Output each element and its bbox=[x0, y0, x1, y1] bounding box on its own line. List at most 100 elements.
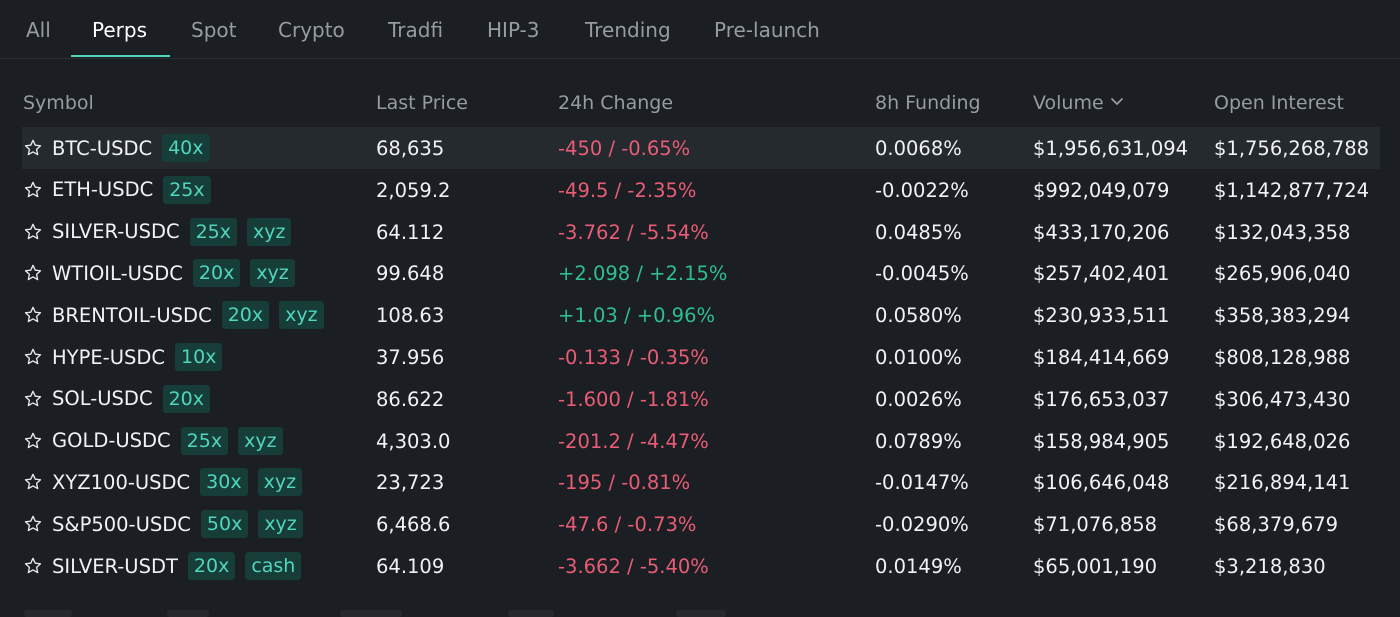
symbol-name: S&P500-USDC bbox=[52, 512, 191, 536]
tab-trending[interactable]: Trending bbox=[585, 18, 671, 42]
table-row[interactable]: GOLD-USDC 25x xyz 4,303.0 -201.2 / -4.47% 0.0… bbox=[22, 420, 1380, 462]
star-icon[interactable] bbox=[23, 514, 43, 534]
tab-tradfi[interactable]: Tradfi bbox=[388, 18, 444, 42]
table-row[interactable]: ETH-USDC 25x 2,059.2 -49.5 / -2.35% -0.0022%… bbox=[22, 169, 1380, 211]
24h-change: -450 / -0.65% bbox=[558, 137, 691, 160]
volume: $65,001,190 bbox=[1033, 555, 1158, 578]
8h-funding: 0.0100% bbox=[875, 346, 962, 369]
symbol-name: BRENTOIL-USDC bbox=[52, 303, 212, 327]
star-icon[interactable] bbox=[23, 389, 43, 409]
last-price: 2,059.2 bbox=[376, 178, 451, 202]
symbol-name: ETH-USDC bbox=[52, 178, 154, 202]
pagination-stub bbox=[340, 610, 402, 617]
symbol-cell: XYZ100-USDC 30x xyz bbox=[52, 467, 303, 497]
tab-perps[interactable]: Perps bbox=[92, 18, 147, 42]
open-interest: $216,894,141 bbox=[1214, 471, 1351, 495]
column-volume[interactable]: Volume bbox=[1033, 92, 1124, 114]
column-8h-funding[interactable]: 8h Funding bbox=[875, 92, 981, 114]
leverage-badge: 30x bbox=[200, 468, 248, 497]
volume: $71,076,858 bbox=[1033, 513, 1158, 537]
tab-pre-launch[interactable]: Pre-launch bbox=[714, 18, 820, 42]
column-symbol[interactable]: Symbol bbox=[23, 92, 94, 114]
symbol-cell: HYPE-USDC 10x bbox=[52, 342, 223, 372]
24h-change: -3.762 / -5.54% bbox=[558, 220, 709, 244]
star-icon[interactable] bbox=[23, 556, 43, 576]
pagination-stub bbox=[508, 610, 554, 617]
table-row[interactable]: SOL-USDC 20x 86.622 -1.600 / -1.81% 0.0026% $… bbox=[22, 378, 1380, 420]
symbol-name: SOL-USDC bbox=[52, 387, 153, 411]
24h-change: -47.6 / -0.73% bbox=[558, 513, 697, 537]
pagination-stub bbox=[167, 610, 209, 617]
symbol-name: HYPE-USDC bbox=[52, 345, 165, 369]
column-24h-change[interactable]: 24h Change bbox=[558, 92, 674, 114]
dex-tag-badge: cash bbox=[245, 552, 302, 580]
open-interest: $1,756,268,788 bbox=[1214, 137, 1370, 160]
symbol-cell: WTIOIL-USDC 20x xyz bbox=[52, 258, 295, 288]
dex-tag-badge: xyz bbox=[258, 510, 303, 539]
last-price: 99.648 bbox=[376, 262, 445, 286]
dex-tag-badge: xyz bbox=[250, 259, 295, 288]
symbol-name: SILVER-USDT bbox=[52, 554, 178, 578]
tab-crypto[interactable]: Crypto bbox=[278, 18, 345, 42]
table-row[interactable]: XYZ100-USDC 30x xyz 23,723 -195 / -0.81% -0.0… bbox=[22, 461, 1380, 503]
volume: $257,402,401 bbox=[1033, 262, 1170, 286]
table-row[interactable]: BTC-USDC 40x 68,635 -450 / -0.65% 0.0068% $1,… bbox=[22, 127, 1380, 169]
column-last-price[interactable]: Last Price bbox=[376, 92, 468, 114]
8h-funding: 0.0580% bbox=[875, 304, 962, 328]
pagination-stub bbox=[676, 610, 726, 617]
symbol-cell: S&P500-USDC 50x xyz bbox=[52, 509, 303, 539]
table-row[interactable]: HYPE-USDC 10x 37.956 -0.133 / -0.35% 0.0100%… bbox=[22, 336, 1380, 378]
table-row[interactable]: S&P500-USDC 50x xyz 6,468.6 -47.6 / -0.73% -0… bbox=[22, 503, 1380, 545]
24h-change: -3.662 / -5.40% bbox=[558, 555, 709, 578]
leverage-badge: 20x bbox=[187, 552, 236, 580]
tab-hip3[interactable]: HIP-3 bbox=[487, 18, 540, 42]
open-interest: $3,218,830 bbox=[1214, 555, 1326, 578]
24h-change: +1.03 / +0.96% bbox=[558, 304, 716, 328]
column-open-interest[interactable]: Open Interest bbox=[1214, 92, 1345, 114]
star-icon[interactable] bbox=[23, 347, 43, 367]
table-row[interactable]: SILVER-USDT 20x cash 64.109 -3.662 / -5.40% 0… bbox=[22, 545, 1380, 587]
star-icon[interactable] bbox=[23, 431, 43, 451]
leverage-badge: 20x bbox=[162, 384, 210, 413]
last-price: 108.63 bbox=[376, 304, 445, 328]
symbol-cell: BTC-USDC 40x bbox=[52, 133, 210, 163]
star-icon[interactable] bbox=[23, 305, 43, 325]
star-icon[interactable] bbox=[23, 180, 43, 200]
table-row[interactable]: SILVER-USDC 25x xyz 64.112 -3.762 / -5.54% 0.… bbox=[22, 211, 1380, 253]
open-interest: $265,906,040 bbox=[1214, 262, 1351, 286]
table-row[interactable]: BRENTOIL-USDC 20x xyz 108.63 +1.03 / +0.96% 0… bbox=[22, 294, 1380, 336]
star-icon[interactable] bbox=[23, 263, 43, 283]
symbol-cell: BRENTOIL-USDC 20x xyz bbox=[52, 300, 324, 330]
table-row[interactable]: WTIOIL-USDC 20x xyz 99.648 +2.098 / +2.15% -0… bbox=[22, 252, 1380, 294]
symbol-cell: ETH-USDC 25x bbox=[52, 175, 211, 205]
open-interest: $1,142,877,724 bbox=[1214, 178, 1370, 202]
8h-funding: -0.0022% bbox=[875, 178, 969, 202]
open-interest: $192,648,026 bbox=[1214, 429, 1351, 453]
leverage-badge: 50x bbox=[200, 510, 249, 539]
24h-change: -195 / -0.81% bbox=[558, 471, 691, 495]
symbol-name: SILVER-USDC bbox=[52, 220, 180, 244]
open-interest: $68,379,679 bbox=[1214, 513, 1339, 537]
leverage-badge: 25x bbox=[189, 217, 238, 246]
star-icon[interactable] bbox=[23, 138, 43, 158]
dex-tag-badge: xyz bbox=[257, 468, 303, 497]
last-price: 37.956 bbox=[376, 346, 445, 369]
open-interest: $306,473,430 bbox=[1214, 387, 1351, 411]
leverage-badge: 25x bbox=[180, 426, 229, 455]
leverage-badge: 20x bbox=[221, 301, 270, 330]
24h-change: -1.600 / -1.81% bbox=[558, 387, 709, 411]
24h-change: -201.2 / -4.47% bbox=[558, 429, 709, 453]
last-price: 64.109 bbox=[376, 555, 445, 578]
8h-funding: -0.0045% bbox=[875, 262, 969, 286]
dex-tag-badge: xyz bbox=[238, 426, 283, 455]
symbol-name: BTC-USDC bbox=[52, 136, 153, 160]
tab-spot[interactable]: Spot bbox=[191, 18, 237, 42]
volume: $433,170,206 bbox=[1033, 220, 1170, 244]
star-icon[interactable] bbox=[23, 222, 43, 242]
volume: $184,414,669 bbox=[1033, 346, 1170, 369]
last-price: 23,723 bbox=[376, 471, 445, 495]
last-price: 4,303.0 bbox=[376, 429, 451, 453]
volume: $1,956,631,094 bbox=[1033, 137, 1189, 160]
star-icon[interactable] bbox=[23, 472, 43, 492]
tab-all[interactable]: All bbox=[26, 18, 51, 42]
